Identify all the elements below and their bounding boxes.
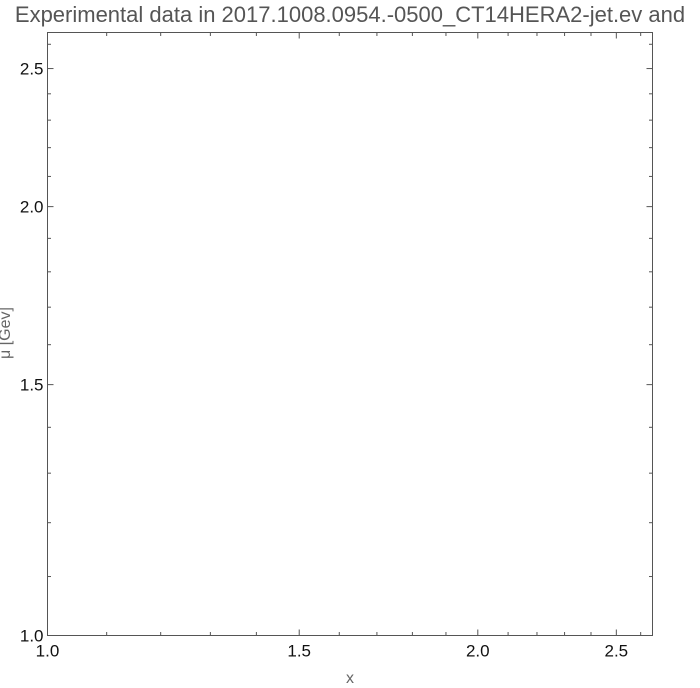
y-tick-label: 2.5 bbox=[20, 60, 44, 79]
x-tick-label: 2.0 bbox=[466, 642, 490, 661]
y-tick-label: 1.5 bbox=[20, 376, 44, 395]
y-axis-label: μ [Gev] bbox=[0, 307, 14, 359]
x-tick-label: 1.5 bbox=[287, 642, 311, 661]
y-tick-label: 1.0 bbox=[20, 627, 44, 646]
x-tick-label: 2.5 bbox=[605, 642, 629, 661]
plot-frame bbox=[47, 32, 653, 636]
chart-title: Experimental data in 2017.1008.0954.-050… bbox=[15, 2, 685, 27]
axis-tick-labels: 1.0 1.5 2.0 2.5 1.0 1.5 2.0 2.5 bbox=[20, 60, 628, 661]
x-tick-label: 1.0 bbox=[36, 642, 60, 661]
x-axis-label: x bbox=[346, 670, 354, 687]
y-tick-label: 2.0 bbox=[20, 198, 44, 217]
axis-ticks bbox=[47, 32, 653, 636]
